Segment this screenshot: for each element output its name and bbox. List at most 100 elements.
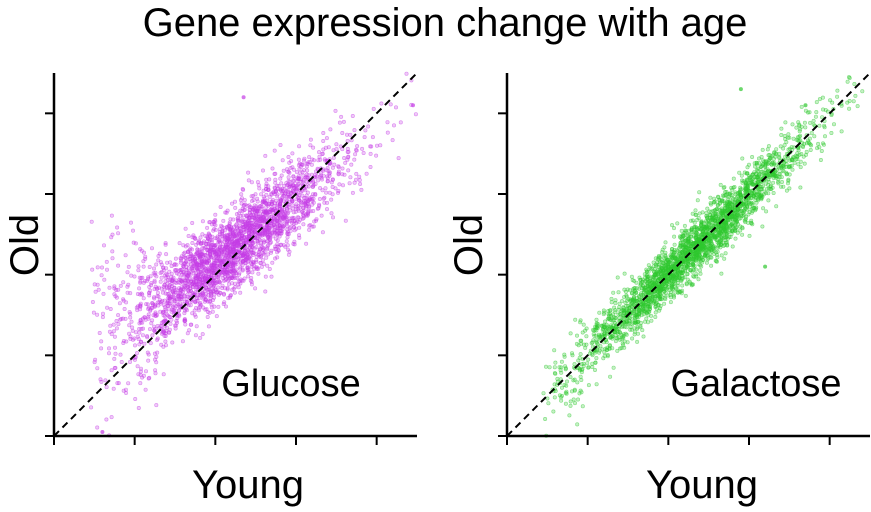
galactose-point bbox=[730, 195, 735, 200]
glucose-point bbox=[90, 267, 95, 272]
glucose-point bbox=[259, 264, 264, 269]
galactose-point bbox=[563, 367, 568, 372]
glucose-point bbox=[276, 245, 281, 250]
glucose-point bbox=[109, 368, 114, 373]
galactose-point bbox=[763, 181, 768, 186]
glucose-point bbox=[265, 263, 270, 268]
glucose-point bbox=[145, 278, 150, 283]
glucose-point bbox=[222, 247, 227, 252]
glucose-point bbox=[370, 135, 375, 140]
glucose-point bbox=[171, 275, 176, 280]
galactose-point bbox=[765, 147, 770, 152]
glucose-point bbox=[254, 225, 259, 230]
galactose-point bbox=[696, 277, 701, 282]
glucose-point bbox=[114, 326, 119, 331]
glucose-point bbox=[398, 120, 403, 125]
galactose-point bbox=[651, 260, 656, 265]
galactose-point bbox=[575, 397, 580, 402]
glucose-point bbox=[191, 258, 196, 263]
glucose-point bbox=[393, 105, 398, 110]
glucose-point bbox=[293, 221, 298, 226]
glucose-point bbox=[112, 356, 117, 361]
glucose-outlier-point bbox=[100, 430, 105, 434]
galactose-point bbox=[573, 317, 578, 322]
glucose-point bbox=[215, 263, 220, 268]
galactose-point bbox=[593, 360, 598, 365]
glucose-point bbox=[156, 254, 161, 259]
glucose-point bbox=[210, 309, 215, 314]
glucose-point bbox=[252, 246, 257, 251]
glucose-point bbox=[158, 309, 163, 314]
glucose-point bbox=[336, 171, 341, 176]
glucose-point bbox=[194, 287, 199, 292]
galactose-point bbox=[820, 95, 825, 100]
galactose-point bbox=[564, 383, 569, 388]
galactose-point bbox=[715, 255, 720, 260]
galactose-point bbox=[714, 207, 719, 212]
galactose-point bbox=[616, 312, 621, 317]
glucose-point bbox=[115, 381, 120, 386]
glucose-point bbox=[273, 244, 278, 249]
glucose-point bbox=[173, 323, 178, 328]
glucose-point bbox=[264, 184, 269, 189]
glucose-point bbox=[297, 144, 302, 149]
glucose-point bbox=[125, 270, 130, 275]
glucose-point bbox=[301, 215, 306, 220]
glucose-point bbox=[242, 208, 247, 213]
glucose-point bbox=[303, 188, 308, 193]
glucose-point bbox=[306, 204, 311, 209]
galactose-point bbox=[666, 293, 671, 298]
galactose-point bbox=[653, 310, 658, 315]
glucose-point bbox=[309, 197, 314, 202]
glucose-point bbox=[104, 259, 109, 264]
glucose-point bbox=[222, 292, 227, 297]
glucose-point bbox=[105, 305, 110, 310]
glucose-point bbox=[113, 345, 118, 350]
glucose-point bbox=[107, 346, 112, 351]
glucose-point bbox=[163, 242, 168, 247]
galactose-point bbox=[736, 198, 741, 203]
galactose-point bbox=[642, 288, 647, 293]
galactose-point bbox=[689, 256, 694, 261]
galactose-point bbox=[822, 123, 827, 128]
glucose-point bbox=[228, 232, 233, 237]
galactose-point bbox=[627, 288, 632, 293]
glucose-point bbox=[234, 212, 239, 217]
glucose-point bbox=[138, 303, 143, 308]
glucose-point bbox=[255, 196, 260, 201]
glucose-point bbox=[272, 172, 277, 177]
glucose-point bbox=[385, 120, 390, 125]
galactose-point bbox=[615, 275, 620, 280]
glucose-point bbox=[256, 205, 261, 210]
glucose-point bbox=[199, 264, 204, 269]
glucose-point bbox=[278, 198, 283, 203]
glucose-point bbox=[340, 172, 345, 177]
glucose-point bbox=[258, 218, 263, 223]
glucose-point bbox=[156, 258, 161, 263]
glucose-point bbox=[298, 170, 303, 175]
galactose-point bbox=[559, 398, 564, 403]
glucose-point bbox=[188, 322, 193, 327]
glucose-point bbox=[214, 314, 219, 319]
galactose-point bbox=[790, 122, 795, 127]
galactose-point bbox=[771, 191, 776, 196]
glucose-point bbox=[176, 291, 181, 296]
galactose-point bbox=[594, 317, 599, 322]
galactose-point bbox=[790, 167, 795, 172]
glucose-point bbox=[91, 310, 96, 315]
glucose-point bbox=[272, 148, 277, 153]
glucose-y-axis-label: Old bbox=[3, 214, 47, 276]
glucose-point bbox=[136, 372, 141, 377]
glucose-point bbox=[186, 270, 191, 275]
galactose-point bbox=[569, 389, 574, 394]
glucose-point bbox=[159, 275, 164, 280]
galactose-point bbox=[578, 318, 583, 323]
glucose-point bbox=[243, 261, 248, 266]
glucose-point bbox=[297, 161, 302, 166]
glucose-point bbox=[300, 209, 305, 214]
galactose-point bbox=[567, 413, 572, 418]
glucose-point bbox=[99, 339, 104, 344]
galactose-point bbox=[659, 283, 664, 288]
galactose-point bbox=[617, 330, 622, 335]
glucose-point bbox=[249, 279, 254, 284]
